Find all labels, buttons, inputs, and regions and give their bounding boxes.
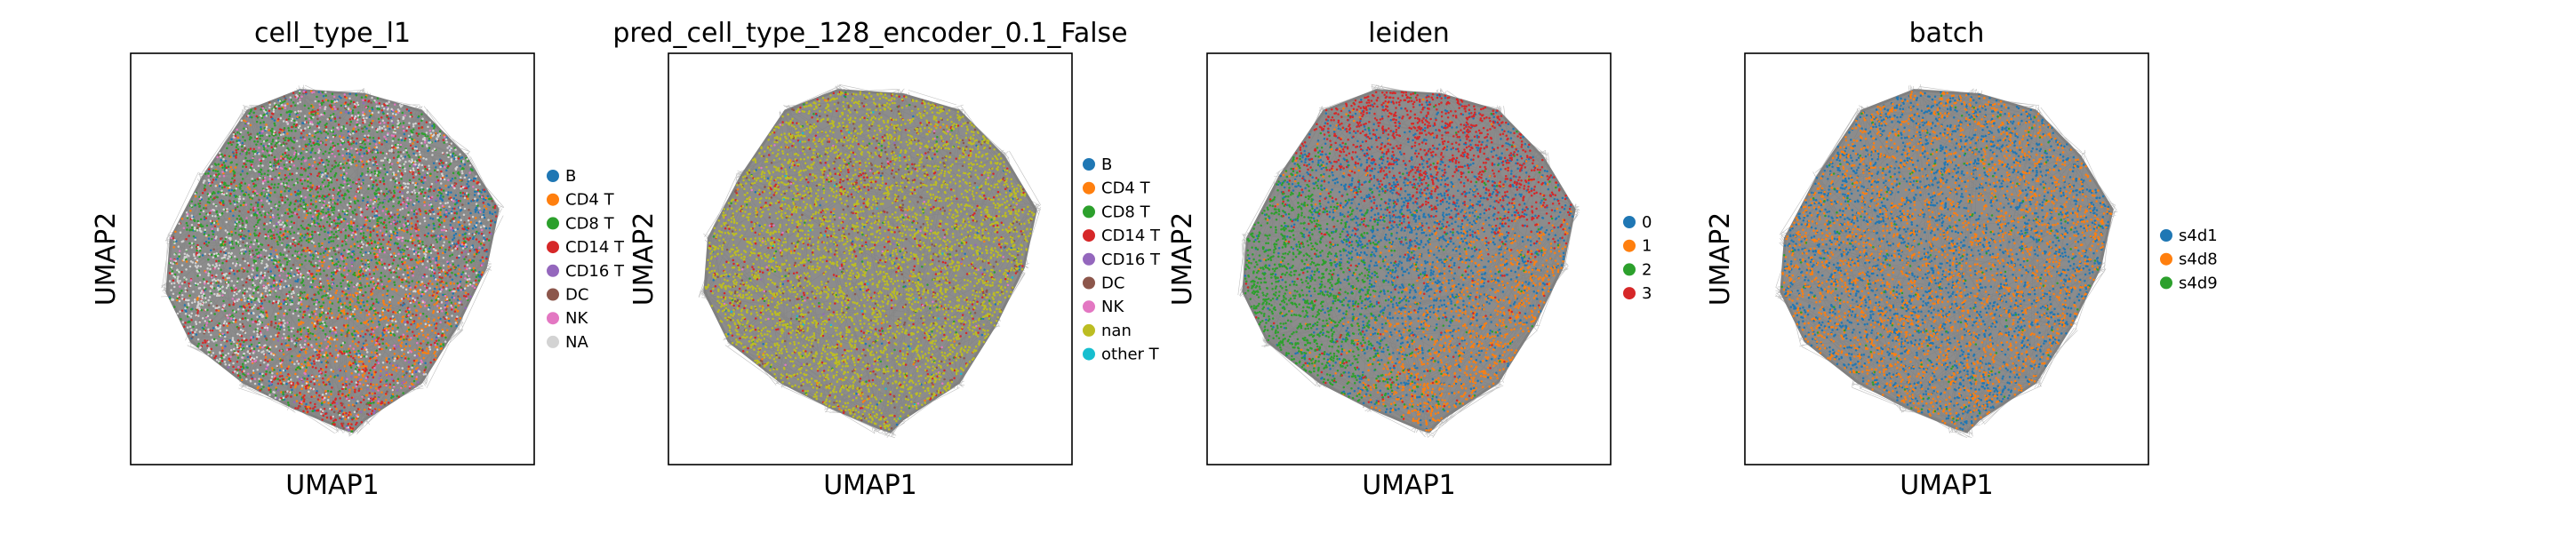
x-axis-label: UMAP1	[1900, 470, 1994, 501]
plot-area	[1775, 84, 2118, 439]
legend: s4d1 s4d8 s4d9	[2160, 227, 2218, 292]
y-axis-label: UMAP2	[91, 212, 122, 306]
legend-marker	[2160, 229, 2172, 242]
legend-marker	[1083, 300, 1095, 314]
legend: B CD4 T CD8 T CD14 T CD16 T DC NK NA	[547, 167, 625, 352]
legend-label: s4d1	[2179, 227, 2218, 245]
plot-area	[698, 84, 1042, 439]
legend-label: B	[565, 167, 576, 186]
panel-2: pred_cell_type_128_encoder_0.1_False UMAP…	[612, 18, 1161, 501]
legend-marker	[1623, 239, 1636, 252]
legend-label: 0	[1642, 213, 1652, 232]
legend-label: CD16 T	[565, 262, 625, 281]
legend-marker	[547, 288, 559, 301]
y-axis-label: UMAP2	[1167, 212, 1198, 306]
plot-area	[1237, 84, 1580, 438]
legend-label: NK	[1101, 298, 1124, 316]
legend-marker	[1083, 252, 1095, 266]
legend-label: CD16 T	[1101, 251, 1161, 269]
legend-marker	[1623, 216, 1636, 228]
legend-marker	[2160, 276, 2172, 290]
legend: 0 1 2 3	[1623, 213, 1652, 303]
legend-label: DC	[565, 286, 588, 305]
graph-edges	[698, 84, 1042, 439]
panel-1: cell_type_l1 UMAP1 UMAP2 B CD4 T CD8 T CD14 T C…	[91, 18, 625, 501]
legend-marker	[2160, 252, 2172, 266]
legend-marker	[1083, 158, 1095, 171]
legend-label: other T	[1101, 346, 1160, 364]
legend-marker	[547, 335, 559, 348]
legend-label: CD4 T	[565, 191, 615, 210]
points-na	[168, 90, 490, 429]
x-axis-label: UMAP1	[823, 470, 917, 501]
legend-label: B	[1101, 155, 1112, 174]
legend-marker	[1083, 323, 1095, 337]
legend-label: CD8 T	[565, 214, 615, 233]
points-nan	[704, 91, 1036, 431]
points-2	[1244, 91, 1560, 418]
axes-frame	[1744, 52, 2149, 465]
legend-label: s4d8	[2179, 251, 2218, 269]
legend-marker	[1083, 276, 1095, 290]
legend-label: nan	[1101, 322, 1132, 340]
panel-3: leiden UMAP1 UMAP2 0 1 2 3	[1167, 18, 1652, 501]
graph-edges	[161, 84, 505, 437]
legend-marker	[547, 312, 559, 325]
legend-label: CD8 T	[1101, 203, 1151, 221]
x-axis-label: UMAP1	[285, 470, 380, 501]
points-dc	[172, 91, 493, 430]
legend-marker	[1083, 229, 1095, 243]
legend-marker	[1083, 181, 1095, 195]
legend-marker	[1623, 287, 1636, 300]
legend-label: s4d9	[2179, 274, 2218, 292]
legend-marker	[547, 170, 559, 182]
legend-marker	[1083, 205, 1095, 219]
legend-label: CD14 T	[1101, 227, 1161, 245]
legend: B CD4 T CD8 T CD14 T CD16 T DC NK nan other T	[1083, 155, 1161, 364]
points-s4d8	[1781, 91, 2113, 430]
chart-title: cell_type_l1	[254, 18, 411, 49]
legend-label: NK	[565, 309, 588, 328]
x-axis-label: UMAP1	[1362, 470, 1456, 501]
legend-marker	[1083, 347, 1095, 361]
legend-label: CD4 T	[1101, 179, 1151, 198]
legend-marker	[547, 217, 559, 230]
axes-frame	[1206, 52, 1612, 465]
y-axis-label: UMAP2	[1705, 212, 1736, 306]
legend-marker	[1623, 263, 1636, 276]
axes-frame	[130, 52, 535, 465]
panel-4: batch UMAP1 UMAP2 s4d1 s4d8 s4d9	[1705, 18, 2218, 501]
legend-marker	[547, 241, 559, 254]
legend-label: 2	[1642, 260, 1652, 279]
plot-area	[161, 84, 505, 437]
chart-title: leiden	[1368, 18, 1450, 49]
legend-label: DC	[1101, 274, 1124, 293]
panels: cell_type_l1 UMAP1 UMAP2 B CD4 T CD8 T CD14 T C…	[91, 18, 2218, 501]
legend-label: 3	[1642, 284, 1652, 303]
legend-marker	[547, 193, 559, 206]
legend-label: NA	[565, 333, 588, 352]
legend-marker	[547, 264, 559, 277]
legend-label: CD14 T	[565, 238, 625, 257]
legend-label: 1	[1642, 237, 1652, 256]
y-axis-label: UMAP2	[628, 212, 660, 306]
axes-frame	[668, 52, 1073, 465]
chart-title: batch	[1909, 18, 1985, 49]
chart-title: pred_cell_type_128_encoder_0.1_False	[612, 18, 1127, 49]
